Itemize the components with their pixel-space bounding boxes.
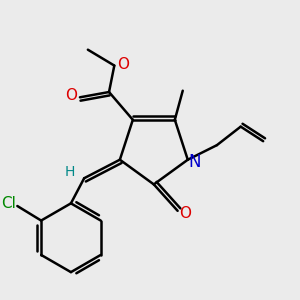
Text: O: O (179, 206, 191, 221)
Text: N: N (188, 153, 201, 171)
Text: O: O (65, 88, 77, 104)
Text: Cl: Cl (1, 196, 16, 211)
Text: H: H (64, 165, 75, 178)
Text: O: O (118, 57, 130, 72)
